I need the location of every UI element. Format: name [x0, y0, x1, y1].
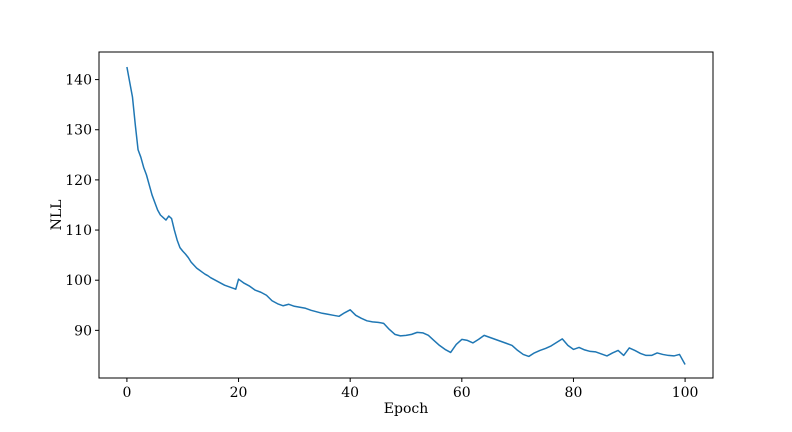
x-axis-title: Epoch	[384, 401, 428, 417]
series-line	[126, 66, 686, 365]
y-tick-label: 100	[65, 273, 92, 289]
x-tick-label: 80	[565, 385, 583, 401]
series-layer	[126, 66, 686, 365]
plot-area	[99, 52, 713, 378]
x-axis-ticks: 0 20 40 60 80 100	[122, 378, 698, 401]
x-tick-label: 40	[341, 385, 359, 401]
x-tick-label: 60	[453, 385, 471, 401]
y-tick-label: 110	[65, 223, 92, 239]
x-tick-label: 0	[122, 385, 131, 401]
y-tick-label: 140	[65, 73, 92, 89]
y-axis-title: NLL	[49, 200, 65, 231]
y-axis-ticks: 90 100 110 120 130 140	[65, 73, 99, 339]
x-tick-label: 100	[672, 385, 699, 401]
y-tick-label: 90	[74, 323, 92, 339]
x-tick-label: 20	[230, 385, 248, 401]
y-tick-label: 130	[65, 123, 92, 139]
plot-frame	[98, 51, 714, 379]
y-tick-label: 120	[65, 173, 92, 189]
